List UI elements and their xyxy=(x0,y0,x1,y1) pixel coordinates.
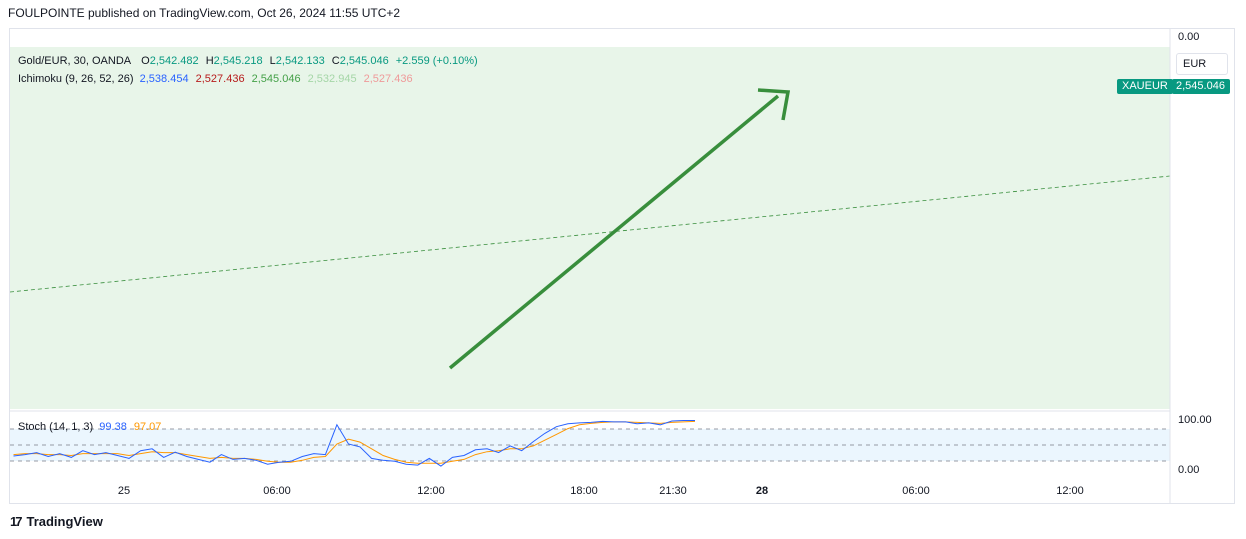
ichimoku-legend: Ichimoku (9, 26, 52, 26) 2,538.454 2,527… xyxy=(18,73,413,85)
time-axis-tick: 18:00 xyxy=(570,485,598,497)
symbol-name: Gold/EUR, 30, OANDA xyxy=(18,55,132,67)
close-label: C xyxy=(331,55,340,67)
open-label: O xyxy=(141,55,150,67)
symbol-tag: XAUEUR xyxy=(1117,79,1173,94)
ichimoku-label: Ichimoku (9, 26, 52, 26) xyxy=(18,73,134,85)
open-value: 2,542.482 xyxy=(149,55,199,67)
tradingview-brand: TradingView xyxy=(26,514,103,529)
trend-arrow xyxy=(448,94,780,370)
low-value: 2,542.133 xyxy=(275,55,325,67)
stoch-d-value: 97.07 xyxy=(133,421,162,433)
tradingview-footer[interactable]: 17 TradingView xyxy=(10,514,103,529)
publisher-header: FOULPOINTE published on TradingView.com,… xyxy=(8,6,401,20)
stoch-d-line xyxy=(13,420,696,464)
time-axis-tick: 25 xyxy=(118,485,130,497)
time-axis-tick: 28 xyxy=(756,485,768,497)
chart-frame xyxy=(9,28,1235,504)
close-value: 2,545.046 xyxy=(339,55,389,67)
stoch-label: Stoch (14, 1, 3) xyxy=(18,421,94,433)
stoch-legend: Stoch (14, 1, 3) 99.38 97.07 xyxy=(18,421,161,433)
time-axis-tick: 06:00 xyxy=(902,485,930,497)
high-value: 2,545.218 xyxy=(213,55,263,67)
main-pane-bg xyxy=(10,47,1170,409)
time-axis-tick: 12:00 xyxy=(417,485,445,497)
ichimoku-lagging-value: 2,545.046 xyxy=(251,73,301,85)
ichimoku-base-value: 2,527.436 xyxy=(195,73,245,85)
stoch-k-value: 99.38 xyxy=(99,421,127,433)
ichimoku-span-a-value: 2,532.945 xyxy=(307,73,357,85)
time-axis-tick: 12:00 xyxy=(1056,485,1084,497)
time-axis-tick: 21:30 xyxy=(659,485,687,497)
stoch-k-line xyxy=(13,420,695,467)
stoch-axis-tick: 0.00 xyxy=(1178,464,1199,476)
price-axis-tick: 0.00 xyxy=(1178,31,1199,43)
stoch-axis-tick: 100.00 xyxy=(1178,414,1212,426)
ichimoku-span-b-value: 2,527.436 xyxy=(363,73,413,85)
change-value: +2.559 (+0.10%) xyxy=(395,55,478,67)
last-price-tag: 2,545.046 xyxy=(1172,79,1230,94)
tradingview-logo-icon: 17 xyxy=(10,514,23,529)
low-label: L xyxy=(269,55,276,67)
trend-arrow-head xyxy=(757,88,791,121)
high-label: H xyxy=(205,55,214,67)
dashed-trend-line xyxy=(9,175,1171,293)
time-axis-tick: 06:00 xyxy=(263,485,291,497)
currency-selector[interactable]: EUR xyxy=(1176,53,1228,75)
ichimoku-conversion-value: 2,538.454 xyxy=(139,73,189,85)
symbol-legend: Gold/EUR, 30, OANDA O2,542.482 H2,545.21… xyxy=(18,55,478,67)
